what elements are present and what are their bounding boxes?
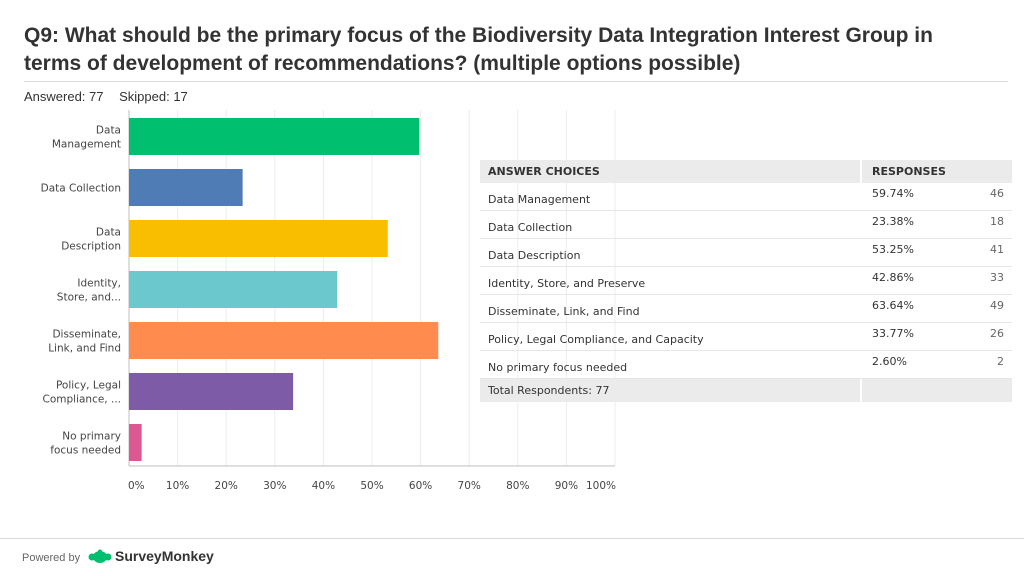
answer-choice-label: Disseminate, Link, and Find xyxy=(488,305,640,318)
response-cell: 23.38% 18 xyxy=(860,211,1012,238)
table-row: Data Description 53.25% 41 xyxy=(480,239,1012,267)
response-cell: 33.77% 26 xyxy=(860,323,1012,350)
category-label: Policy, Legal xyxy=(56,380,121,392)
question-title: Q9: What should be the primary focus of … xyxy=(24,24,933,75)
answer-choices-header: ANSWER CHOICES xyxy=(488,165,600,178)
table-row: Policy, Legal Compliance, and Capacity 33… xyxy=(480,323,1012,351)
response-stats: Answered: 77 Skipped: 17 xyxy=(24,89,200,104)
footer-divider xyxy=(0,538,1024,539)
answer-choice-label: Identity, Store, and Preserve xyxy=(488,277,646,290)
x-tick-label: 100% xyxy=(586,480,616,492)
response-percent: 23.38% xyxy=(872,215,914,228)
x-tick-label: 80% xyxy=(506,480,529,492)
skipped-count: Skipped: 17 xyxy=(119,89,188,104)
x-tick-label: 0% xyxy=(128,480,145,492)
category-label: No primary xyxy=(62,431,121,443)
surveymonkey-brand-name: SurveyMonkey xyxy=(115,548,214,564)
bar xyxy=(129,373,294,410)
category-label: Description xyxy=(61,241,121,253)
category-label: focus needed xyxy=(50,445,121,457)
table-header-row: ANSWER CHOICES RESPONSES xyxy=(480,160,1012,183)
category-label: Management xyxy=(52,139,121,151)
x-tick-label: 30% xyxy=(263,480,286,492)
bar xyxy=(129,220,388,257)
category-label: Disseminate, xyxy=(52,329,121,341)
title-divider xyxy=(24,81,1008,82)
answer-choice-label: Data Description xyxy=(488,249,581,262)
response-count: 46 xyxy=(990,187,1004,200)
answer-choice-label: Data Collection xyxy=(488,221,573,234)
powered-by-text: Powered by xyxy=(22,552,81,564)
bar xyxy=(129,169,243,206)
responses-header: RESPONSES xyxy=(860,160,1012,183)
surveymonkey-logo-icon xyxy=(88,549,112,563)
bar xyxy=(129,118,420,155)
table-row: Data Collection 23.38% 18 xyxy=(480,211,1012,239)
response-count: 41 xyxy=(990,243,1004,256)
category-label: Data xyxy=(96,125,121,137)
response-percent: 53.25% xyxy=(872,243,914,256)
bar xyxy=(129,424,142,461)
x-tick-label: 90% xyxy=(555,480,578,492)
table-row: Identity, Store, and Preserve 42.86% 33 xyxy=(480,267,1012,295)
response-cell: 53.25% 41 xyxy=(860,239,1012,266)
response-percent: 42.86% xyxy=(872,271,914,284)
table-row: Disseminate, Link, and Find 63.64% 49 xyxy=(480,295,1012,323)
answer-choice-label: Policy, Legal Compliance, and Capacity xyxy=(488,333,704,346)
response-percent: 2.60% xyxy=(872,355,907,368)
category-label: Data xyxy=(96,227,121,239)
x-tick-label: 50% xyxy=(360,480,383,492)
x-tick-label: 70% xyxy=(458,480,481,492)
response-percent: 59.74% xyxy=(872,187,914,200)
answered-count: Answered: 77 xyxy=(24,89,104,104)
response-count: 49 xyxy=(990,299,1004,312)
category-label: Data Collection xyxy=(41,183,121,195)
total-respondents: Total Respondents: 77 xyxy=(488,384,610,397)
category-label: Link, and Find xyxy=(48,343,121,355)
response-count: 18 xyxy=(990,215,1004,228)
table-row: No primary focus needed 2.60% 2 xyxy=(480,351,1012,379)
x-tick-label: 10% xyxy=(166,480,189,492)
total-empty-cell xyxy=(860,379,1012,402)
response-count: 26 xyxy=(990,327,1004,340)
answer-choice-label: No primary focus needed xyxy=(488,361,628,374)
response-cell: 63.64% 49 xyxy=(860,295,1012,322)
response-cell: 2.60% 2 xyxy=(860,351,1012,378)
table-body: Data Management 59.74% 46 Data Collection 23… xyxy=(480,183,1012,379)
x-tick-label: 20% xyxy=(215,480,238,492)
response-percent: 33.77% xyxy=(872,327,914,340)
answer-choice-label: Data Management xyxy=(488,193,591,206)
table-row: Data Management 59.74% 46 xyxy=(480,183,1012,211)
response-cell: 42.86% 33 xyxy=(860,267,1012,294)
surveymonkey-logo[interactable]: SurveyMonkey xyxy=(88,548,214,564)
x-tick-label: 60% xyxy=(409,480,432,492)
responses-table: ANSWER CHOICES RESPONSES Data Management… xyxy=(480,160,1012,402)
bar xyxy=(129,322,439,359)
response-count: 2 xyxy=(997,355,1004,368)
total-row: Total Respondents: 77 xyxy=(480,379,1012,402)
bar xyxy=(129,271,338,308)
category-label: Compliance, ... xyxy=(43,394,122,406)
response-percent: 63.64% xyxy=(872,299,914,312)
category-label: Identity, xyxy=(77,278,121,290)
x-tick-label: 40% xyxy=(312,480,335,492)
category-label: Store, and... xyxy=(57,292,121,304)
response-count: 33 xyxy=(990,271,1004,284)
response-cell: 59.74% 46 xyxy=(860,183,1012,210)
